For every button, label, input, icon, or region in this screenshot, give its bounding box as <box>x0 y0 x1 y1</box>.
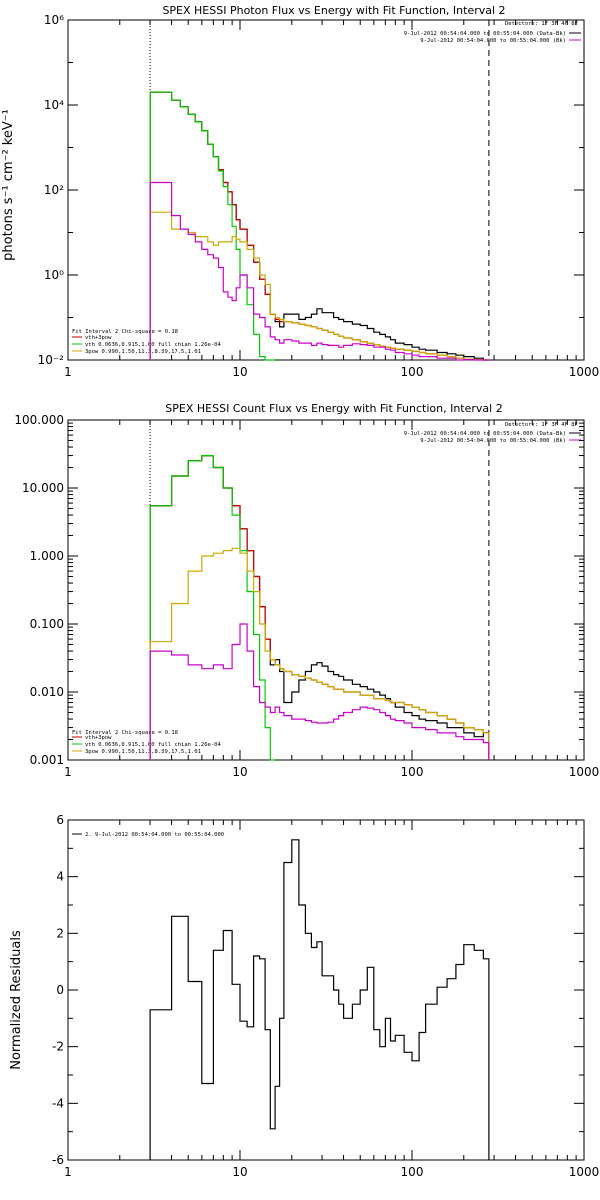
x-tick-label: 100 <box>401 765 424 779</box>
photon-flux-panel: SPEX HESSI Photon Flux vs Energy with Fi… <box>1 4 599 379</box>
count-flux-panel: SPEX HESSI Count Flux vs Energy with Fit… <box>14 402 599 779</box>
y-tick-label: 2 <box>56 926 64 940</box>
photon-flux-title: SPEX HESSI Photon Flux vs Energy with Fi… <box>162 4 505 17</box>
count-flux-axes <box>67 419 585 761</box>
legend-entry-label: 3pow 0.990,1.50,11.3,8.39,17.5,1.01 <box>85 349 201 355</box>
legend-entry-label: 9-Jul-2012 00:54:04.000 to 00:55:04.000 … <box>404 431 566 437</box>
x-tick-label: 1 <box>64 1165 72 1179</box>
series-line-0 <box>149 455 490 760</box>
series-line-2 <box>149 455 276 761</box>
series-line-3 <box>149 211 489 361</box>
x-tick-label: 100 <box>401 365 424 379</box>
legend-entry-label: 3pow 0.990,1.50,11.3,8.39,17.5,1.01 <box>85 749 201 755</box>
y-tick-label: -2 <box>52 1040 64 1054</box>
series-line-1 <box>149 455 490 760</box>
x-tick-label: 10 <box>232 365 247 379</box>
y-tick-label: 100.000 <box>14 413 64 427</box>
legend-detectors: Detectors: 1F 3F 4F 8F <box>505 422 578 428</box>
x-tick-label: 10 <box>232 1165 247 1179</box>
series-line-0 <box>149 839 490 1160</box>
y-tick-label: 0.010 <box>30 685 64 699</box>
y-tick-label: 4 <box>56 870 64 884</box>
y-tick-label: 0 <box>56 983 64 997</box>
legend-entry-label: 2. 9-Jul-2012 00:54:04.000 to 00:55:04.0… <box>85 832 224 838</box>
x-tick-label: 1 <box>64 765 72 779</box>
y-tick-label: -6 <box>52 1153 64 1167</box>
photon-flux-ylabel: photons s⁻¹ cm⁻² keV⁻¹ <box>1 109 16 261</box>
y-tick-label: 10⁰ <box>44 268 64 282</box>
x-tick-label: 1000 <box>569 365 600 379</box>
legend-entry-label: vth 0.0636,0.915,1.00 full chian 1.26e-0… <box>85 742 221 748</box>
y-tick-label: 0.001 <box>30 753 64 767</box>
series-line-4 <box>149 181 489 361</box>
fit-legend-header: Fit Interval 2 Chi-square = 0.18 <box>72 329 178 335</box>
y-tick-label: 1.000 <box>30 549 64 563</box>
x-tick-label: 100 <box>401 1165 424 1179</box>
photon-flux-axes <box>67 19 585 361</box>
fit-legend-header: Fit Interval 2 Chi-square = 0.18 <box>72 730 178 736</box>
series-line-4 <box>149 623 490 760</box>
x-tick-label: 1000 <box>569 765 600 779</box>
y-tick-label: 10⁴ <box>44 98 64 112</box>
x-tick-label: 10 <box>232 765 247 779</box>
series-line-2 <box>149 91 276 361</box>
residuals-ylabel: Normalized Residuals <box>9 930 24 1070</box>
x-tick-label: 1000 <box>569 1165 600 1179</box>
legend-entry-label: vth+3pow <box>85 335 112 341</box>
y-tick-label: 10⁻² <box>38 353 65 367</box>
legend-entry-label: 9-Jul-2012 00:54:04.000 to 00:55:04.000 … <box>404 31 566 37</box>
y-tick-label: -4 <box>52 1096 64 1110</box>
legend-detectors: Detectors: 1F 3F 4F 8F <box>505 21 578 27</box>
legend-entry-label: 9-Jul-2012 00:54:04.000 to 00:55:04.000 … <box>420 38 566 44</box>
x-tick-label: 1 <box>64 365 72 379</box>
legend-entry-label: vth 0.0636,0.915,1.00 full chian 1.26e-0… <box>85 342 221 348</box>
legend-entry-label: 9-Jul-2012 00:54:04.000 to 00:55:04.000 … <box>420 438 566 444</box>
legend-entry-label: vth+3pow <box>85 735 112 741</box>
y-tick-label: 0.100 <box>30 617 64 631</box>
y-tick-label: 10² <box>44 183 64 197</box>
series-line-1 <box>149 91 489 361</box>
count-flux-title: SPEX HESSI Count Flux vs Energy with Fit… <box>165 402 502 415</box>
series-line-0 <box>149 91 489 361</box>
series-line-3 <box>149 547 490 760</box>
y-tick-label: 10.000 <box>22 481 64 495</box>
residuals-panel: Normalized Residuals 2. 9-Jul-2012 00:54… <box>9 813 599 1179</box>
y-tick-label: 6 <box>56 813 64 827</box>
residuals-axes <box>67 819 585 1161</box>
y-tick-label: 10⁶ <box>44 13 64 27</box>
